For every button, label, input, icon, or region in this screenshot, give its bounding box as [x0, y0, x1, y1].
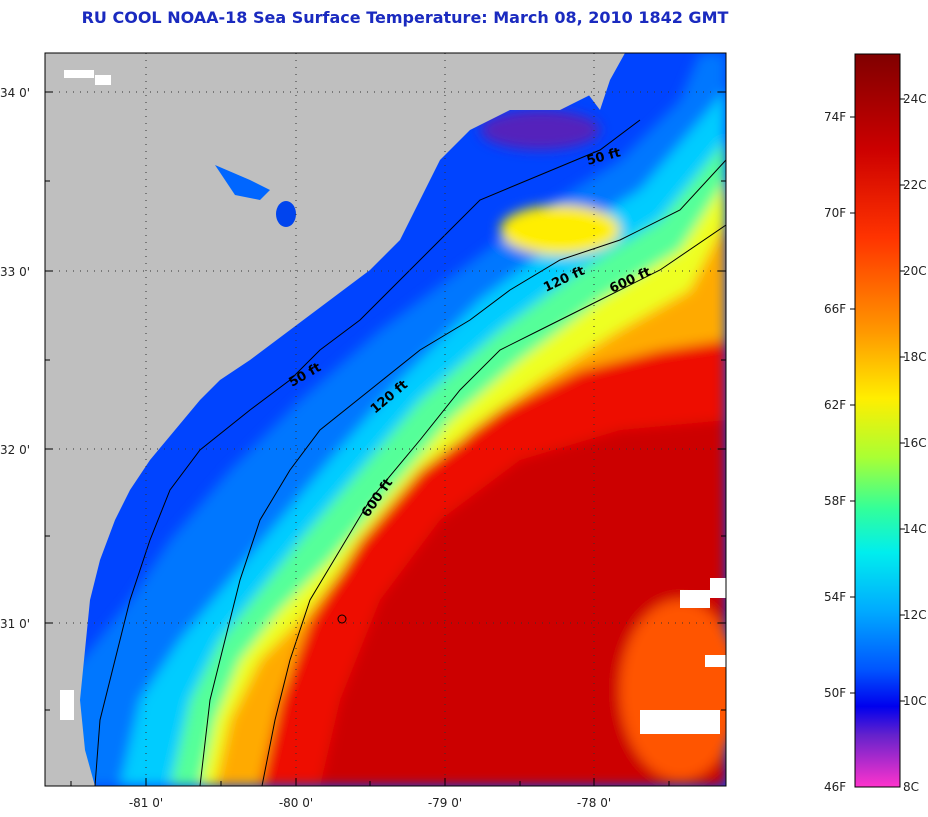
lat-label-32: 32 0' [0, 443, 30, 457]
lat-label-34: 34 0' [0, 86, 30, 100]
cb-c-10: 10C [903, 694, 927, 708]
lat-label-33: 33 0' [0, 265, 30, 279]
cb-c-20: 20C [903, 264, 927, 278]
lon-label-79: -79 0' [428, 796, 462, 810]
cb-c-8: 8C [903, 780, 920, 794]
cb-c-24: 24C [903, 92, 927, 106]
lon-label-80: -80 0' [279, 796, 313, 810]
cb-f-70: 70F [824, 206, 847, 220]
cb-f-74: 74F [824, 110, 847, 124]
cb-c-16: 16C [903, 436, 927, 450]
lon-label-81: -81 0' [129, 796, 163, 810]
colorbar-ticks [850, 98, 905, 702]
map-frame [44, 52, 727, 787]
lon-label-78: -78 0' [577, 796, 611, 810]
colorbar [854, 53, 901, 788]
cb-c-12: 12C [903, 608, 927, 622]
plot-area: 50 ft 50 ft 120 ft 120 ft 600 ft 600 ft [45, 53, 726, 786]
cb-c-22: 22C [903, 178, 927, 192]
isobath-lines [94, 119, 726, 786]
cb-f-50: 50F [824, 686, 847, 700]
station-marker [337, 614, 347, 624]
cb-c-18: 18C [903, 350, 927, 364]
cb-f-54: 54F [824, 590, 847, 604]
map-title: RU COOL NOAA-18 Sea Surface Temperature:… [81, 8, 729, 27]
axis-ticks [45, 91, 726, 786]
cb-f-62: 62F [824, 398, 847, 412]
cb-f-46: 46F [824, 780, 847, 794]
lat-label-31: 31 0' [0, 617, 30, 631]
graticule [45, 53, 726, 786]
cb-f-58: 58F [824, 494, 847, 508]
cb-c-14: 14C [903, 522, 927, 536]
cb-f-66: 66F [824, 302, 847, 316]
cloud-mask [60, 70, 726, 734]
